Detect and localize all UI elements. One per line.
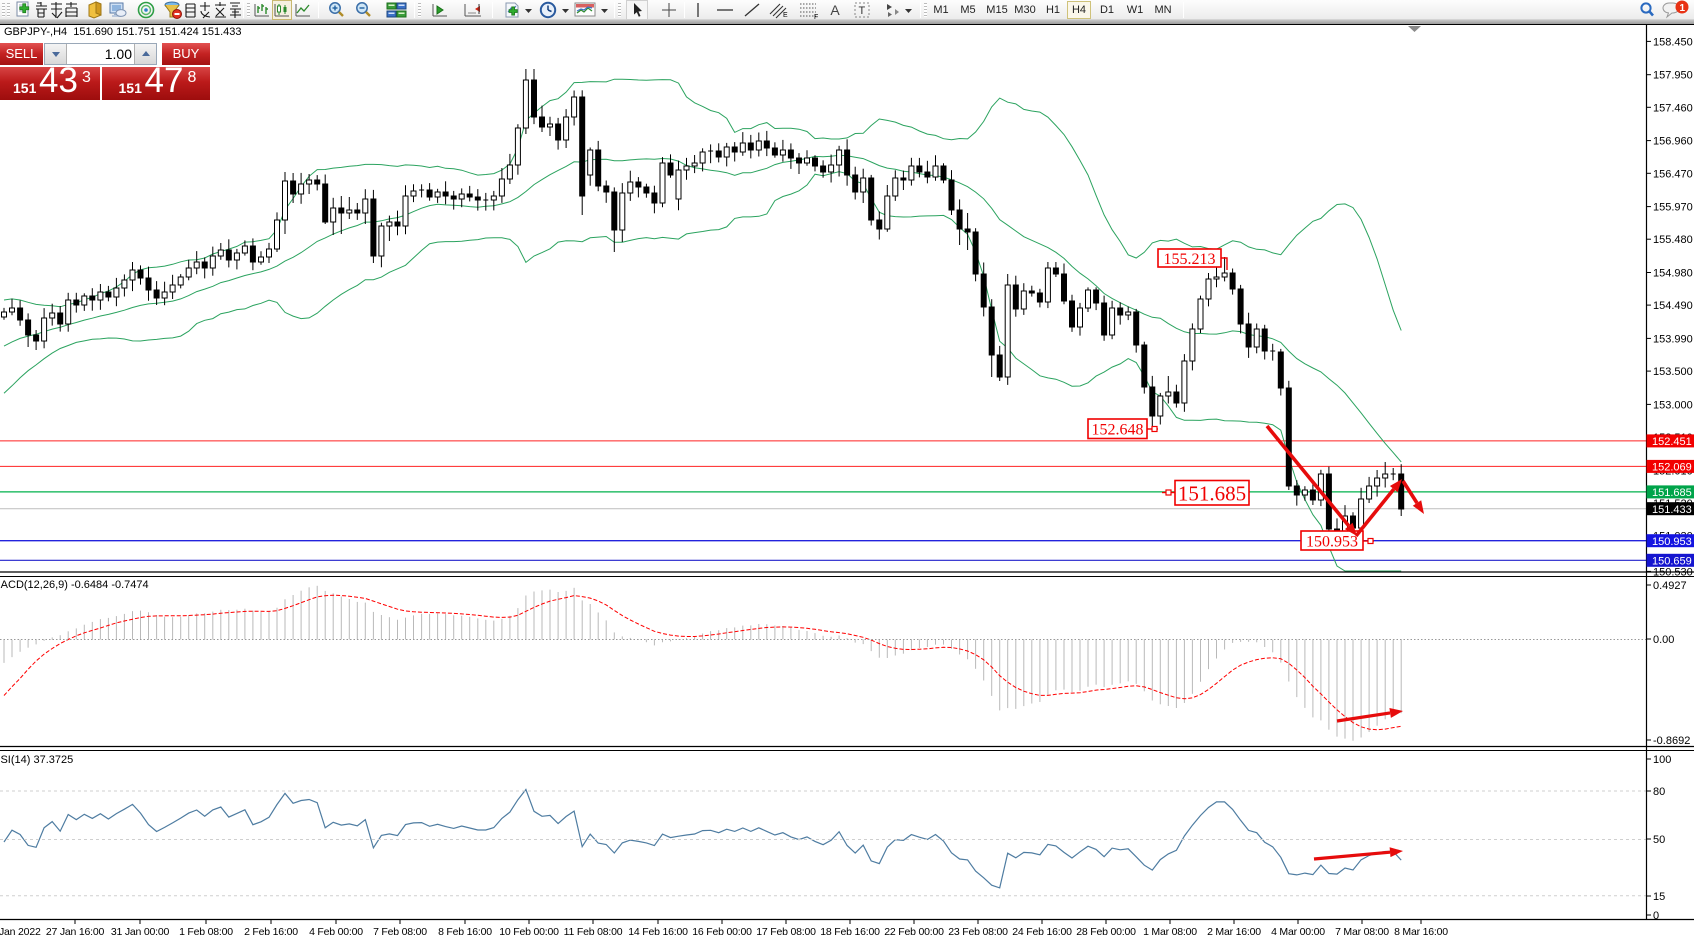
svg-text:1 Feb 08:00: 1 Feb 08:00 bbox=[179, 926, 233, 938]
svg-text:1: 1 bbox=[1680, 3, 1686, 14]
svg-text:0.4927: 0.4927 bbox=[1653, 580, 1687, 592]
svg-text:152.648: 152.648 bbox=[1092, 422, 1144, 439]
svg-text:-0.8692: -0.8692 bbox=[1653, 735, 1690, 747]
svg-text:23 Feb 08:00: 23 Feb 08:00 bbox=[948, 926, 1008, 938]
svg-text:2 Feb 16:00: 2 Feb 16:00 bbox=[244, 926, 298, 938]
svg-text:157.460: 157.460 bbox=[1653, 102, 1693, 114]
svg-text:7 Feb 08:00: 7 Feb 08:00 bbox=[373, 926, 427, 938]
svg-text:4 Mar 00:00: 4 Mar 00:00 bbox=[1271, 926, 1325, 938]
svg-text:0: 0 bbox=[1653, 910, 1659, 922]
svg-text:150.953: 150.953 bbox=[1652, 536, 1692, 548]
svg-text:80: 80 bbox=[1653, 786, 1665, 798]
svg-text:0.00: 0.00 bbox=[1653, 634, 1674, 646]
svg-text:154.980: 154.980 bbox=[1653, 268, 1693, 280]
svg-text:154.490: 154.490 bbox=[1653, 300, 1693, 312]
svg-text:MACD(12,26,9) -0.6484 -0.7474: MACD(12,26,9) -0.6484 -0.7474 bbox=[0, 579, 149, 591]
svg-text:16 Feb 00:00: 16 Feb 00:00 bbox=[692, 926, 752, 938]
svg-text:155.970: 155.970 bbox=[1653, 202, 1693, 214]
svg-text:10 Feb 00:00: 10 Feb 00:00 bbox=[499, 926, 559, 938]
svg-text:150.530: 150.530 bbox=[1653, 566, 1693, 578]
svg-text:50: 50 bbox=[1653, 834, 1665, 846]
svg-text:14 Feb 16:00: 14 Feb 16:00 bbox=[628, 926, 688, 938]
svg-text:26 Jan 2022: 26 Jan 2022 bbox=[0, 926, 41, 938]
svg-text:151.433: 151.433 bbox=[1652, 504, 1692, 516]
svg-text:27 Jan 16:00: 27 Jan 16:00 bbox=[46, 926, 105, 938]
svg-text:155.480: 155.480 bbox=[1653, 234, 1693, 246]
svg-text:153.990: 153.990 bbox=[1653, 333, 1693, 345]
svg-text:28 Feb 00:00: 28 Feb 00:00 bbox=[1076, 926, 1136, 938]
svg-text:2 Mar 16:00: 2 Mar 16:00 bbox=[1207, 926, 1261, 938]
svg-text:1 Mar 08:00: 1 Mar 08:00 bbox=[1143, 926, 1197, 938]
svg-text:158.450: 158.450 bbox=[1653, 36, 1693, 48]
svg-text:152.069: 152.069 bbox=[1652, 462, 1692, 474]
svg-text:151.685: 151.685 bbox=[1652, 487, 1692, 499]
svg-text:153.000: 153.000 bbox=[1653, 399, 1693, 411]
svg-text:F: F bbox=[814, 14, 818, 20]
svg-text:150.659: 150.659 bbox=[1652, 556, 1692, 568]
svg-text:4 Feb 00:00: 4 Feb 00:00 bbox=[309, 926, 363, 938]
svg-text:31 Jan 00:00: 31 Jan 00:00 bbox=[111, 926, 170, 938]
svg-text:156.960: 156.960 bbox=[1653, 136, 1693, 148]
svg-text:100: 100 bbox=[1653, 754, 1671, 766]
svg-text:E: E bbox=[783, 12, 788, 19]
svg-text:8 Feb 16:00: 8 Feb 16:00 bbox=[438, 926, 492, 938]
svg-text:17 Feb 08:00: 17 Feb 08:00 bbox=[756, 926, 816, 938]
svg-text:15: 15 bbox=[1653, 891, 1665, 903]
svg-text:T: T bbox=[859, 5, 866, 17]
svg-text:156.470: 156.470 bbox=[1653, 168, 1693, 180]
svg-text:157.950: 157.950 bbox=[1653, 70, 1693, 82]
svg-text:150.953: 150.953 bbox=[1306, 533, 1358, 550]
svg-text:8 Mar 16:00: 8 Mar 16:00 bbox=[1394, 926, 1448, 938]
svg-text:RSI(14) 37.3725: RSI(14) 37.3725 bbox=[0, 754, 73, 766]
svg-text:22 Feb 00:00: 22 Feb 00:00 bbox=[884, 926, 944, 938]
svg-text:151.685: 151.685 bbox=[1178, 481, 1246, 505]
svg-text:11 Feb 08:00: 11 Feb 08:00 bbox=[564, 926, 623, 938]
svg-text:7 Mar 08:00: 7 Mar 08:00 bbox=[1335, 926, 1389, 938]
svg-text:18 Feb 16:00: 18 Feb 16:00 bbox=[820, 926, 880, 938]
svg-text:153.500: 153.500 bbox=[1653, 366, 1693, 378]
svg-text:24 Feb 16:00: 24 Feb 16:00 bbox=[1012, 926, 1072, 938]
svg-text:155.213: 155.213 bbox=[1164, 251, 1216, 268]
svg-text:152.451: 152.451 bbox=[1652, 436, 1692, 448]
